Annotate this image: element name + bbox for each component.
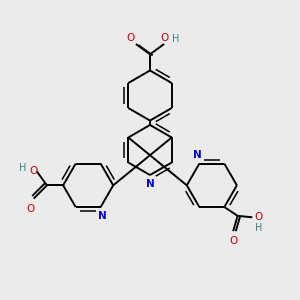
Text: N: N bbox=[98, 211, 106, 220]
Text: H: H bbox=[254, 223, 262, 232]
Text: O: O bbox=[30, 166, 38, 176]
Text: O: O bbox=[160, 32, 168, 43]
Text: O: O bbox=[126, 32, 135, 43]
Text: N: N bbox=[146, 178, 154, 189]
Text: O: O bbox=[255, 212, 263, 222]
Text: H: H bbox=[19, 163, 26, 173]
Text: O: O bbox=[229, 236, 237, 247]
Text: O: O bbox=[27, 204, 35, 214]
Text: H: H bbox=[172, 34, 179, 44]
Text: N: N bbox=[194, 150, 202, 160]
